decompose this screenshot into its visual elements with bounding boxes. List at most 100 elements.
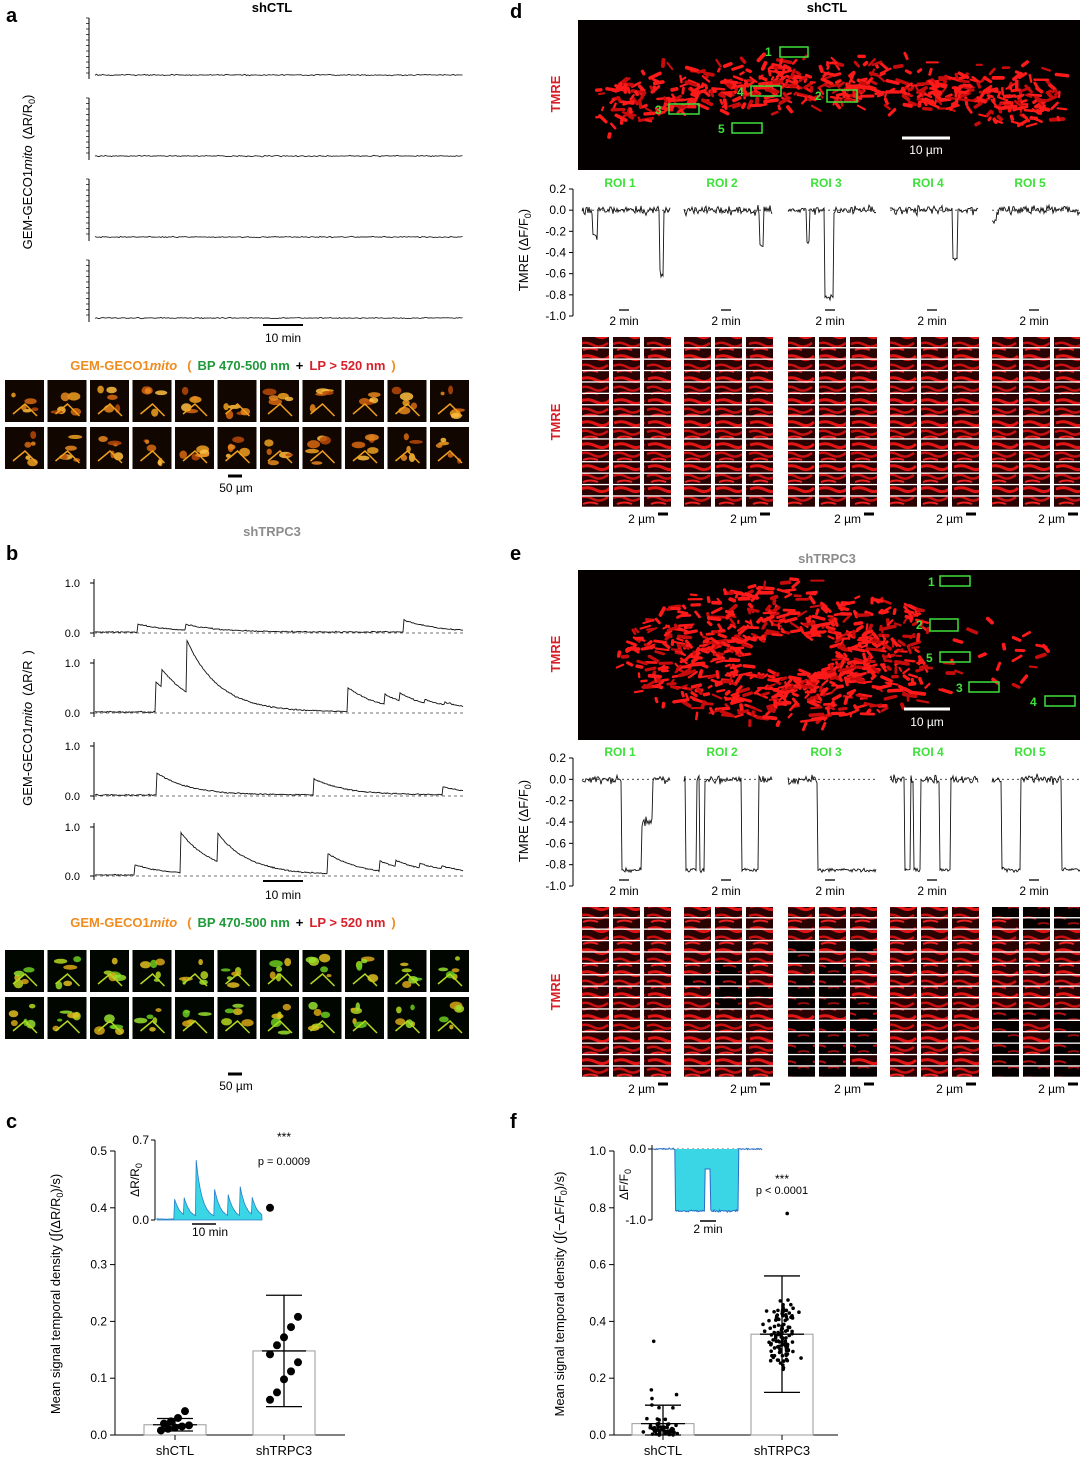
chart-point <box>780 1309 785 1313</box>
roi-montage-frame <box>819 451 846 462</box>
mito-segment <box>829 680 836 686</box>
mito-segment <box>803 630 816 635</box>
montage-blob <box>144 439 150 444</box>
mito-segment <box>1024 93 1033 98</box>
chart-point <box>641 1430 646 1434</box>
mito-segment <box>731 103 742 109</box>
mito-segment <box>706 596 711 604</box>
mito-segment <box>650 85 661 94</box>
mito-segment <box>762 715 778 721</box>
mito-segment <box>903 51 909 61</box>
montage-frame <box>217 427 257 469</box>
roi-montage-frame <box>992 394 1019 405</box>
montage-cell <box>437 956 463 987</box>
mito-segment <box>1041 66 1051 72</box>
montage-cell <box>140 386 168 417</box>
roi-montage-frame <box>952 405 979 416</box>
chart-point <box>776 1323 781 1327</box>
montage-cell <box>140 958 166 987</box>
mito-segment <box>917 655 926 665</box>
montage-blob <box>313 1008 322 1017</box>
mito-segment <box>1013 99 1025 109</box>
roi-montage-frame <box>890 462 917 473</box>
montage-process <box>395 449 421 464</box>
montage-blob <box>106 386 117 394</box>
roi-montage-frame <box>684 1043 711 1054</box>
montage-process <box>437 449 463 464</box>
montage-cell <box>55 434 83 464</box>
mito-segment <box>859 80 869 87</box>
montage-frame <box>430 427 469 469</box>
mito-segment <box>806 615 812 624</box>
roi-montage-frame <box>613 416 640 427</box>
roi-montage-frame <box>788 964 815 975</box>
mito-segment <box>680 699 692 708</box>
roi-montage-frame <box>850 439 877 450</box>
roi-montage-frame <box>1054 348 1080 359</box>
roi-montage-frame <box>644 918 671 929</box>
mito-segment <box>786 92 792 96</box>
mito-segment <box>915 607 925 613</box>
montage-blob <box>322 390 334 395</box>
montage-blob <box>360 959 368 964</box>
mito-segment <box>661 701 666 709</box>
mito-segment <box>627 114 635 120</box>
roi-montage-frame <box>819 1032 846 1043</box>
mito-segment <box>744 620 752 625</box>
mito-segment <box>843 652 848 658</box>
roi-montage-frame <box>1054 359 1080 370</box>
mito-segment <box>985 109 993 118</box>
mito-segment <box>676 613 684 618</box>
mito-segment <box>846 672 857 678</box>
chart-point <box>782 1342 787 1347</box>
mito-segment <box>925 93 933 99</box>
mito-segment <box>626 661 634 667</box>
chart-point <box>670 1427 674 1432</box>
roi-montage-frame <box>890 918 917 929</box>
roi-montage-frame <box>582 975 609 986</box>
mito-segment <box>737 648 745 657</box>
roi-number: 1 <box>928 575 935 589</box>
mito-segment <box>610 122 617 130</box>
montage-cell <box>12 431 38 467</box>
montage-frame <box>302 380 342 422</box>
mito-segment <box>735 687 751 695</box>
montage-cell <box>351 433 379 464</box>
roi-montage-frame <box>746 975 773 986</box>
roi-montage-frame <box>788 496 815 507</box>
mito-segment <box>862 60 869 67</box>
mito-segment <box>728 603 738 613</box>
montage-blob <box>227 444 236 450</box>
roi-montage-frame <box>819 348 846 359</box>
chart-point <box>791 1349 795 1354</box>
roi-montage-frame <box>890 952 917 963</box>
montage-blob <box>449 1024 454 1030</box>
roi-montage-frame <box>582 964 609 975</box>
mito-segment <box>755 586 762 592</box>
roi-montage-frame <box>582 348 609 359</box>
roi-montage-frame <box>819 1009 846 1020</box>
roi-montage-frame <box>1054 416 1080 427</box>
chart-point <box>266 1203 274 1212</box>
montage-blob <box>391 386 402 395</box>
roi-montage-frame <box>715 907 742 918</box>
chart-y-tick-label: 1.0 <box>589 1144 606 1158</box>
mito-segment <box>639 91 647 101</box>
roi-montage-frame <box>715 359 742 370</box>
montage-blob <box>151 408 159 417</box>
mito-segment <box>924 667 929 673</box>
roi-montage-frame <box>992 998 1019 1009</box>
roi-montage-frame <box>952 428 979 439</box>
roi-montage-frame <box>890 907 917 918</box>
mito-segment <box>777 702 787 707</box>
roi-montage-scale-label: 2 µm <box>1038 1082 1065 1096</box>
montage-process <box>437 1019 463 1034</box>
roi-montage-frame <box>1023 929 1050 940</box>
mito-segment <box>694 610 701 619</box>
axis-tick-label: 0.2 <box>549 182 566 196</box>
montage-blob <box>319 436 331 445</box>
roi-trace-label: ROI 4 <box>912 176 944 190</box>
roi-montage-frame <box>613 337 640 348</box>
panel-e-y-axis: 0.20.0-0.2-0.4-0.6-0.8-1.0 <box>545 751 574 893</box>
roi-montage-frame <box>788 473 815 484</box>
